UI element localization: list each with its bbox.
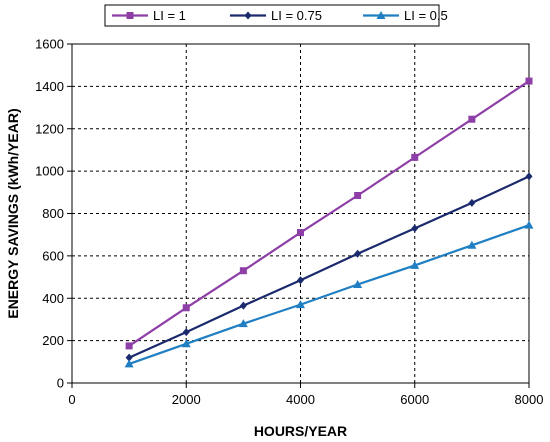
legend-swatch-marker	[244, 11, 252, 20]
legend-swatch-marker	[376, 11, 386, 19]
legend-label: LI = 0.5	[404, 8, 448, 23]
y-tick-label: 600	[42, 248, 64, 263]
data-point	[239, 267, 247, 275]
y-tick-label: 1400	[35, 79, 64, 94]
x-tick-label: 6000	[400, 392, 429, 407]
x-tick-label: 4000	[286, 392, 315, 407]
y-tick-label: 800	[42, 206, 64, 221]
data-point	[239, 301, 247, 310]
y-axis-title: ENERGY SAVINGS (kWh/YEAR)	[5, 108, 21, 318]
series-3	[124, 220, 534, 368]
y-tick-label: 1000	[35, 164, 64, 179]
series-group	[124, 77, 534, 368]
legend-item-3: LI = 0.5	[363, 8, 448, 23]
legend-box	[104, 4, 440, 27]
data-point	[124, 359, 134, 368]
legend-item-2: LI = 0.75	[230, 8, 322, 23]
data-point	[353, 279, 363, 288]
y-tick-label: 200	[42, 333, 64, 348]
legend: LI = 1 LI = 0.75 LI = 0.5	[104, 4, 448, 27]
data-point	[297, 276, 304, 285]
y-tick-label: 400	[42, 291, 64, 306]
data-point	[297, 229, 304, 237]
legend-item-1: LI = 1	[112, 8, 186, 23]
x-tick-label: 8000	[515, 392, 544, 407]
data-point	[125, 342, 133, 350]
data-point	[238, 319, 248, 328]
series-line	[128, 175, 530, 359]
series-2	[125, 172, 533, 362]
data-point	[354, 249, 362, 258]
data-point	[181, 339, 191, 348]
legend-label: LI = 1	[153, 8, 186, 23]
x-axis-title: HOURS/YEAR	[254, 423, 347, 439]
data-point	[524, 220, 534, 229]
series-line	[128, 224, 530, 365]
data-point	[411, 153, 419, 161]
data-point	[296, 300, 305, 309]
legend-swatch-marker	[126, 12, 134, 19]
legend-label: LI = 0.75	[271, 8, 322, 23]
data-point	[468, 115, 476, 123]
data-point	[467, 240, 477, 249]
data-point	[468, 198, 476, 207]
y-tick-label: 1600	[35, 37, 64, 52]
axis-ticks: 0 200 400 600 800 1000 1200 1400 1600 0 2000 4000 60…	[35, 37, 543, 408]
data-point	[182, 328, 190, 337]
data-point	[411, 224, 419, 233]
y-tick-label: 1200	[35, 121, 64, 136]
y-tick-label: 0	[57, 376, 64, 391]
x-tick-label: 0	[68, 392, 75, 407]
data-point	[525, 77, 533, 85]
grid	[71, 43, 530, 384]
data-point	[354, 191, 362, 199]
series-line	[128, 80, 530, 347]
data-point	[410, 260, 420, 269]
data-point	[125, 353, 133, 362]
x-tick-label: 2000	[172, 392, 201, 407]
data-point	[525, 172, 533, 181]
series-1	[125, 77, 533, 350]
data-point	[182, 304, 190, 312]
